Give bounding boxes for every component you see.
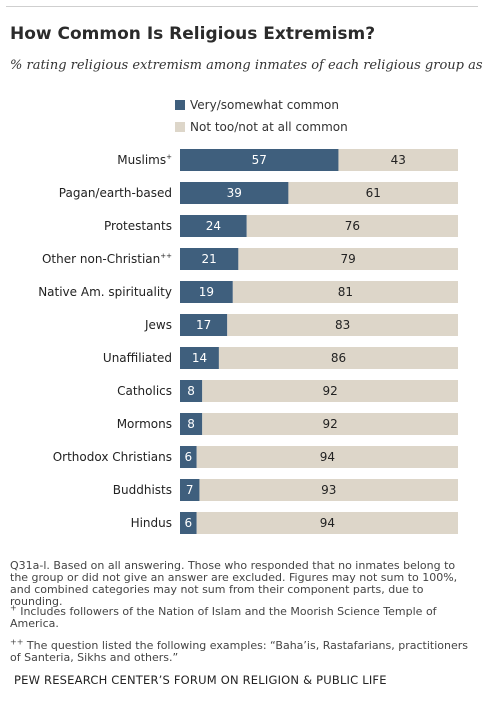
bar-common: [180, 314, 228, 336]
survey-note: Q31a-l. Based on all answering. Those wh…: [10, 559, 458, 608]
value-label-common: 19: [199, 285, 214, 299]
legend: Very/somewhat common Not too/not at all …: [175, 94, 348, 138]
bar-common: [180, 182, 289, 204]
bar-not-common: [202, 380, 458, 402]
value-label-not-common: 79: [341, 252, 356, 266]
bar-common: [180, 347, 219, 369]
legend-label-common: Very/somewhat common: [190, 98, 339, 112]
value-label-not-common: 93: [321, 483, 336, 497]
value-label-common: 8: [187, 384, 195, 398]
chart-title: How Common Is Religious Extremism?: [10, 24, 376, 44]
value-label-common: 14: [192, 351, 207, 365]
bar-not-common: [238, 248, 458, 270]
bar-common: [180, 479, 200, 501]
category-footnote-mark: +: [166, 153, 172, 161]
value-label-common: 24: [206, 219, 221, 233]
bar-common: [180, 281, 233, 303]
bar-not-common: [196, 446, 458, 468]
footnote-text-1: Includes followers of the Nation of Isla…: [10, 605, 437, 630]
bar-common: [180, 380, 203, 402]
value-label-not-common: 94: [320, 450, 335, 464]
value-label-common: 8: [187, 417, 195, 431]
value-label-not-common: 92: [322, 384, 337, 398]
value-label-not-common: 43: [391, 153, 406, 167]
category-label: Buddhists: [113, 483, 172, 497]
bar-common: [180, 413, 203, 435]
value-label-not-common: 92: [322, 417, 337, 431]
category-footnote-mark: ++: [160, 252, 172, 260]
footnote-mark-2: ++: [10, 637, 24, 647]
value-label-common: 7: [186, 483, 194, 497]
category-label: Muslims+: [117, 153, 172, 167]
legend-item-common: Very/somewhat common: [175, 94, 348, 116]
category-label: Jews: [144, 318, 172, 332]
value-label-not-common: 83: [335, 318, 350, 332]
footnote-mark-1: +: [10, 603, 17, 613]
category-label: Mormons: [117, 417, 172, 431]
category-label: Orthodox Christians: [53, 450, 172, 464]
value-label-common: 21: [202, 252, 217, 266]
bar-common: [180, 248, 239, 270]
value-label-common: 6: [185, 516, 193, 530]
footnote-other-non-christian: ++ The question listed the following exa…: [10, 637, 476, 664]
bar-not-common: [338, 149, 458, 171]
legend-swatch-common: [175, 100, 185, 110]
category-label: Unaffiliated: [103, 351, 172, 365]
bar-not-common: [227, 314, 458, 336]
bar-common: [180, 512, 197, 534]
bar-common: [180, 149, 339, 171]
bar-not-common: [246, 215, 458, 237]
category-label: Native Am. spirituality: [38, 285, 172, 299]
value-label-common: 39: [227, 186, 242, 200]
value-label-common: 57: [252, 153, 267, 167]
category-label: Catholics: [117, 384, 172, 398]
bar-not-common: [288, 182, 458, 204]
category-label: Protestants: [104, 219, 172, 233]
category-label: Hindus: [131, 516, 172, 530]
legend-swatch-not-common: [175, 122, 185, 132]
value-label-not-common: 81: [338, 285, 353, 299]
value-label-common: 6: [185, 450, 193, 464]
bar-not-common: [196, 512, 458, 534]
value-label-not-common: 61: [366, 186, 381, 200]
category-label: Other non-Christian++: [42, 252, 172, 266]
legend-label-not-common: Not too/not at all common: [190, 120, 348, 134]
stacked-bar-chart: Muslims+ 57 43 Pagan/earth-based 39 61 Protest…: [38, 149, 458, 534]
source-credit: PEW RESEARCH CENTER’S FORUM ON RELIGION …: [14, 673, 387, 687]
category-label: Pagan/earth-based: [59, 186, 172, 200]
legend-item-not-common: Not too/not at all common: [175, 116, 348, 138]
value-label-not-common: 94: [320, 516, 335, 530]
bar-not-common: [202, 413, 458, 435]
bar-not-common: [218, 347, 458, 369]
value-label-not-common: 76: [345, 219, 360, 233]
bar-common: [180, 215, 247, 237]
footnote-muslims: + Includes followers of the Nation of Is…: [10, 603, 476, 630]
bar-not-common: [199, 479, 458, 501]
chart-subtitle: % rating religious extremism among inmat…: [10, 58, 484, 73]
footnote-text-2: The question listed the following exampl…: [10, 639, 469, 664]
bar-common: [180, 446, 197, 468]
value-label-not-common: 86: [331, 351, 346, 365]
value-label-common: 17: [196, 318, 211, 332]
top-divider: [6, 6, 478, 7]
bar-not-common: [232, 281, 458, 303]
